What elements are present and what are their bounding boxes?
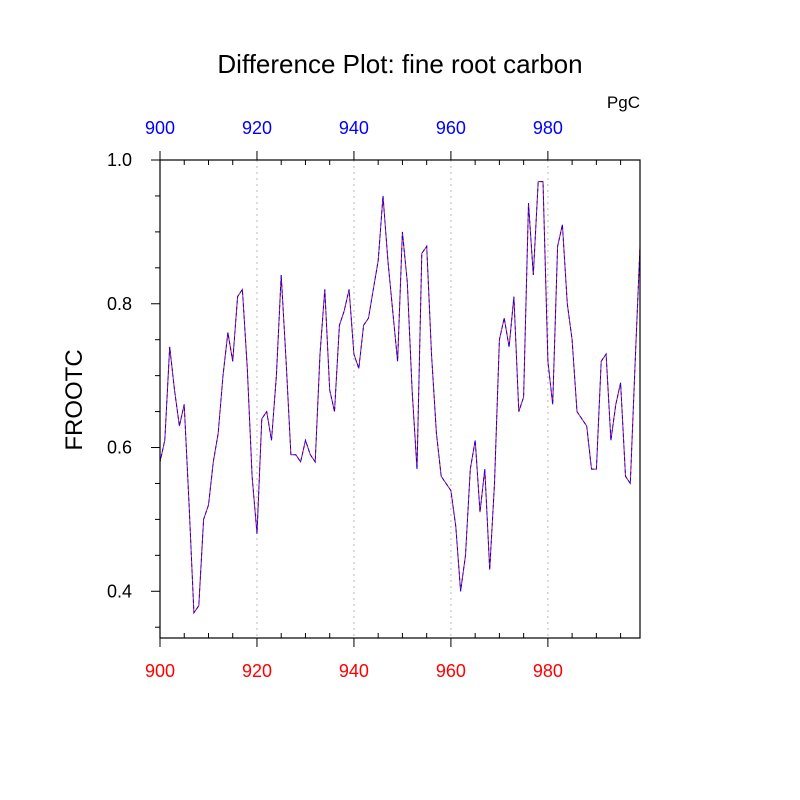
y-axis-label: FROOTC	[61, 349, 88, 450]
x-tick-label-bottom: 940	[339, 661, 369, 681]
plot-frame	[159, 159, 641, 639]
y-tick-label: 0.8	[107, 294, 132, 314]
series-layer	[159, 181, 641, 615]
x-tick-label-bottom: 920	[242, 661, 272, 681]
x-tick-label-top: 960	[436, 118, 466, 138]
tick-label-layer: 900 920 940 960 980 900 920 940 960 980 0.4 0.6 0.8 1…	[107, 118, 563, 681]
chart-title: Difference Plot: fine root carbon	[217, 49, 582, 79]
x-tick-label-top: 900	[145, 118, 175, 138]
x-tick-label-top: 920	[242, 118, 272, 138]
x-tick-label-top: 940	[339, 118, 369, 138]
x-tick-label-bottom: 960	[436, 661, 466, 681]
y-tick-label: 1.0	[107, 150, 132, 170]
x-tick-label-bottom: 900	[145, 661, 175, 681]
x-tick-label-bottom: 980	[533, 661, 563, 681]
x-tick-label-top: 980	[533, 118, 563, 138]
y-tick-label: 0.4	[107, 581, 132, 601]
series-line-1	[159, 181, 641, 615]
units-label: PgC	[607, 93, 640, 112]
tick-layer	[151, 151, 622, 647]
grid-layer	[256, 160, 549, 638]
y-tick-label: 0.6	[107, 438, 132, 458]
